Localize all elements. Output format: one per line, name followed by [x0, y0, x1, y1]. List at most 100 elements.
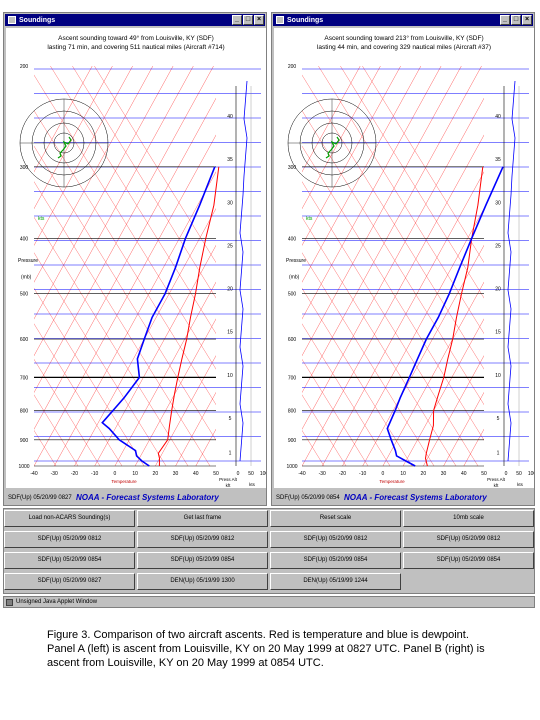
- title-bar: Soundings _ □ ×: [5, 14, 265, 26]
- press-alt-unit-label: kft: [226, 483, 232, 488]
- maximize-button[interactable]: □: [243, 15, 253, 25]
- isotherm-line: [302, 66, 462, 357]
- pressure-unit-label: (mb): [289, 274, 300, 280]
- temp-tick-label: 20: [153, 471, 159, 477]
- altitude-tick-label: 25: [227, 243, 233, 249]
- temp-tick-label: 50: [481, 471, 487, 477]
- control-button[interactable]: Get last frame: [137, 510, 268, 527]
- sounding-select-button[interactable]: SDF(Up) 05/20/99 0812: [137, 531, 268, 548]
- hodograph: [287, 98, 377, 188]
- altitude-tick-label: 15: [495, 330, 501, 336]
- dewpoint-trace: [386, 166, 504, 467]
- plot-header-line2: lasting 44 min, and covering 329 nautica…: [317, 44, 491, 51]
- temperature-trace: [157, 166, 220, 467]
- dry-adiabat-line: [302, 74, 484, 370]
- sounding-select-button[interactable]: SDF(Up) 05/20/99 0827: [4, 573, 135, 590]
- isotherm-line: [34, 66, 214, 393]
- maximize-button[interactable]: □: [511, 15, 521, 25]
- sounding-select-button[interactable]: SDF(Up) 05/20/99 0854: [270, 552, 401, 569]
- kts-tick-label: 100: [260, 471, 266, 477]
- control-button[interactable]: 10mb scale: [403, 510, 534, 527]
- dry-adiabat-line: [302, 323, 391, 466]
- pressure-tick-label: 200: [20, 64, 29, 70]
- altitude-tick-label: 30: [227, 200, 233, 206]
- dry-adiabat-line: [34, 74, 216, 370]
- isotherm-line: [34, 66, 93, 173]
- control-button[interactable]: Reset scale: [270, 510, 401, 527]
- kts-label: kts: [306, 216, 313, 222]
- dry-adiabat-line: [34, 216, 189, 466]
- isotherm-line: [34, 66, 133, 246]
- dry-adiabat-line: [302, 181, 479, 466]
- temp-tick-label: 30: [173, 471, 179, 477]
- pressure-tick-label: 800: [288, 409, 297, 415]
- temp-tick-label: 10: [132, 471, 138, 477]
- kts-axis-label: kts: [249, 482, 256, 487]
- app-icon: [276, 16, 284, 24]
- dry-adiabat-line: [318, 66, 484, 334]
- isotherm-line: [114, 281, 216, 466]
- sounding-select-button[interactable]: SDF(Up) 05/20/99 0854: [403, 552, 534, 569]
- temp-tick-label: -20: [339, 471, 346, 477]
- pressure-unit-label: (mb): [21, 274, 32, 280]
- dry-adiabat-line: [94, 66, 216, 263]
- altitude-tick-label: 25: [495, 243, 501, 249]
- pressure-tick-label: 300: [20, 165, 29, 171]
- control-button[interactable]: Load non-ACARS Sounding(s): [4, 510, 135, 527]
- altitude-tick-label: 1: [497, 450, 500, 456]
- isotherm-line: [175, 391, 216, 466]
- altitude-tick-label: 5: [497, 416, 500, 422]
- isotherm-line: [302, 134, 484, 466]
- isotherm-line: [34, 66, 194, 357]
- isotherm-line: [302, 97, 484, 430]
- sounding-select-button[interactable]: SDF(Up) 05/20/99 0812: [270, 531, 401, 548]
- dry-adiabat-line: [302, 252, 435, 466]
- temperature-axis-label: Temperature: [111, 479, 137, 484]
- warning-icon: [6, 599, 13, 606]
- close-button[interactable]: ×: [254, 15, 264, 25]
- skewt-grid: [302, 66, 484, 466]
- dry-adiabat-line: [72, 66, 216, 299]
- sounding-select-button[interactable]: SDF(Up) 05/20/99 0812: [4, 531, 135, 548]
- sounding-select-button[interactable]: SDF(Up) 05/20/99 0854: [137, 552, 268, 569]
- sounding-select-button[interactable]: DEN(Up) 05/19/99 1300: [137, 573, 268, 590]
- sounding-select-button[interactable]: SDF(Up) 05/20/99 0812: [403, 531, 534, 548]
- temp-tick-label: 10: [400, 471, 406, 477]
- sounding-select-button[interactable]: SDF(Up) 05/20/99 0854: [4, 552, 135, 569]
- isotherm-line: [302, 66, 482, 393]
- minimize-button[interactable]: _: [500, 15, 510, 25]
- dry-adiabat-line: [34, 110, 216, 406]
- pressure-tick-label: 700: [288, 375, 297, 381]
- altitude-tick-label: 20: [495, 287, 501, 293]
- pressure-tick-label: 300: [288, 165, 297, 171]
- press-alt-label: Press Alt: [487, 477, 506, 482]
- pressure-tick-label: 400: [20, 236, 29, 242]
- lab-name: NOAA - Forecast Systems Laboratory: [344, 493, 487, 502]
- isotherm-line: [195, 428, 216, 466]
- temp-tick-label: 0: [113, 471, 116, 477]
- dry-adiabat-line: [302, 287, 413, 466]
- plot-header-line2: lasting 71 min, and covering 511 nautica…: [47, 44, 224, 51]
- minimize-button[interactable]: _: [232, 15, 242, 25]
- hodograph-trace: [325, 136, 340, 159]
- sounding-window-a: Soundings _ □ × Ascent sounding toward 4…: [3, 12, 267, 506]
- pressure-tick-label: 1000: [286, 464, 297, 470]
- altitude-tick-label: 5: [229, 416, 232, 422]
- pressure-tick-label: 900: [288, 438, 297, 444]
- dry-adiabat-line: [302, 145, 484, 441]
- isotherm-line: [34, 66, 174, 320]
- altitude-tick-label: 40: [227, 114, 233, 120]
- sounding-plot[interactable]: Ascent sounding toward 213° from Louisvi…: [274, 28, 534, 488]
- temp-tick-label: -40: [298, 471, 305, 477]
- temp-tick-label: 40: [461, 471, 467, 477]
- close-button[interactable]: ×: [522, 15, 532, 25]
- isotherm-line: [423, 355, 484, 466]
- isotherm-line: [402, 318, 484, 466]
- sounding-plot[interactable]: Ascent sounding toward 49° from Louisvil…: [6, 28, 266, 488]
- pressure-tick-label: 800: [20, 409, 29, 415]
- sounding-id: SDF(Up) 05/20/99 0854: [276, 494, 340, 501]
- pressure-axis-label: Pressure: [286, 258, 306, 264]
- altitude-tick-label: 30: [495, 200, 501, 206]
- isotherm-line: [34, 97, 216, 430]
- sounding-select-button[interactable]: DEN(Up) 05/19/99 1244: [270, 573, 401, 590]
